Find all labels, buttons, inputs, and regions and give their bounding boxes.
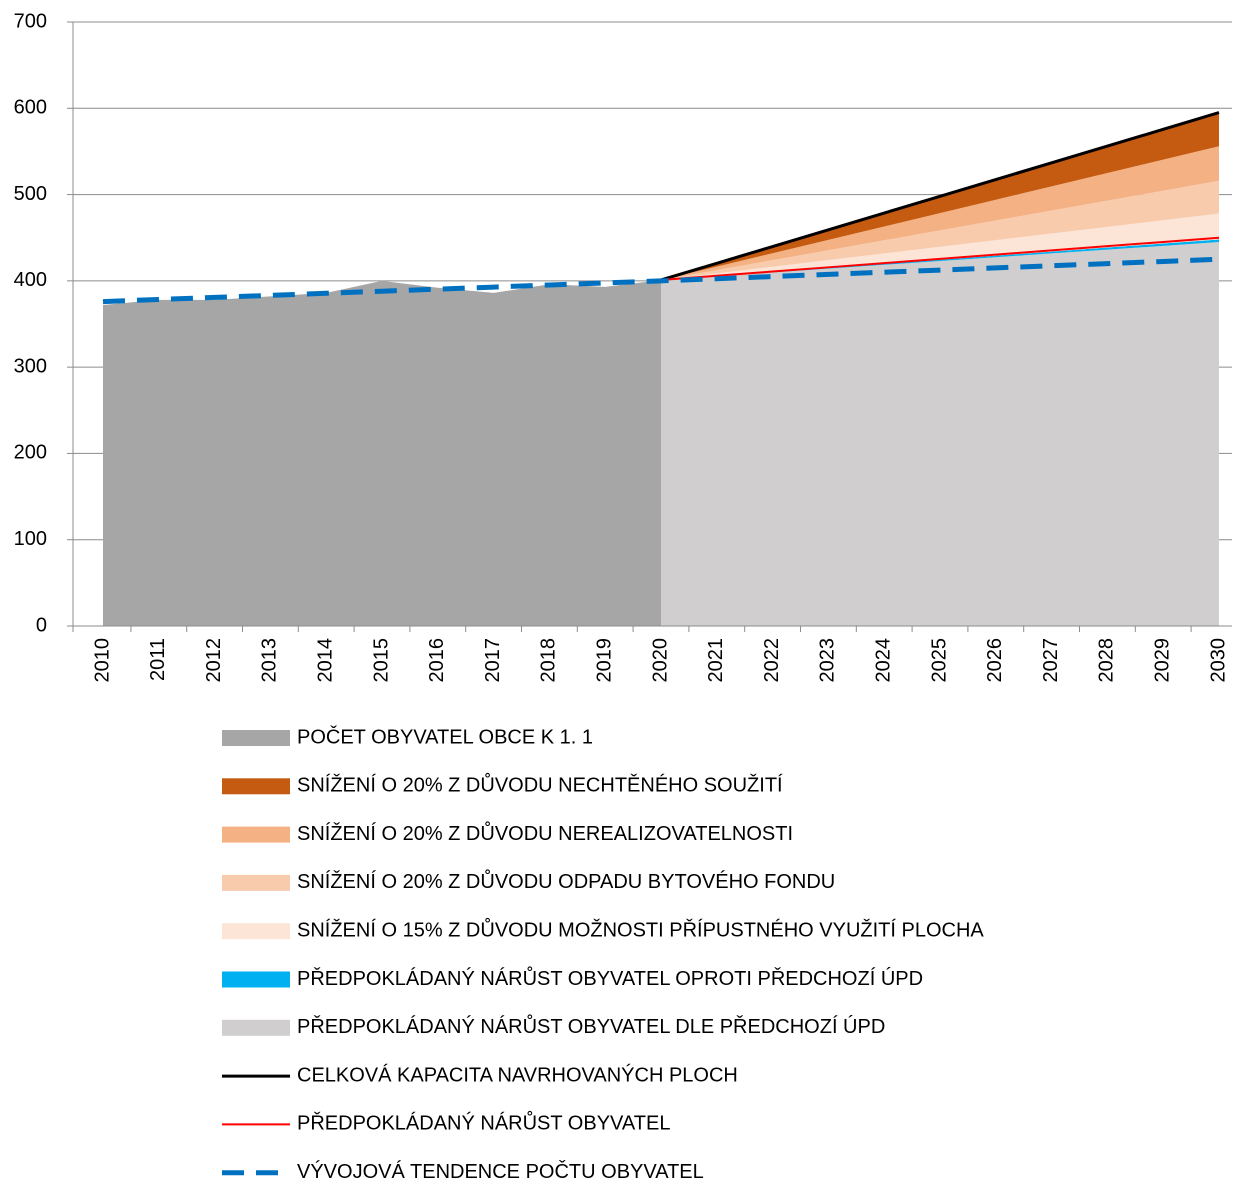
legend-swatch (222, 778, 290, 795)
x-tick-label: 2021 (705, 638, 727, 683)
y-tick-label: 100 (14, 528, 47, 550)
y-tick-label: 200 (14, 442, 47, 464)
line (660, 236, 1220, 281)
x-tick-label: 2018 (538, 638, 560, 683)
legend-swatch (222, 923, 290, 940)
legend-label: SNÍŽENÍ O 20% Z DŮVODU NEREALIZOVATELNOS… (297, 821, 793, 845)
legend-swatch (222, 874, 290, 891)
y-tick-label: 400 (14, 269, 47, 291)
x-tick-label: 2016 (426, 638, 448, 683)
x-tick-label: 2022 (761, 638, 783, 683)
x-tick-label: 2012 (203, 638, 225, 683)
x-tick-label: 2020 (649, 638, 671, 683)
x-tick-label: 2028 (1096, 638, 1118, 683)
x-tick-label: 2010 (91, 638, 113, 683)
legend-label: POČET OBYVATEL OBCE K 1. 1 (297, 725, 593, 748)
legend-label: SNÍŽENÍ O 15% Z DŮVODU MOŽNOSTI PŘÍPUSTN… (297, 917, 984, 941)
area (103, 279, 661, 626)
x-tick-label: 2013 (259, 638, 281, 683)
legend-swatch (222, 1019, 290, 1036)
legend-label: SNÍŽENÍ O 20% Z DŮVODU ODPADU BYTOVÉHO F… (297, 869, 835, 893)
legend-swatch (222, 730, 290, 746)
legend-label: SNÍŽENÍ O 20% Z DŮVODU NECHTĚNÉHO SOUŽIT… (297, 773, 783, 797)
y-tick-label: 700 (14, 10, 47, 32)
x-tick-label: 2029 (1151, 638, 1173, 683)
x-tick-label: 2026 (984, 638, 1006, 683)
y-tick-label: 300 (14, 355, 47, 377)
legend-label: PŘEDPOKLÁDANÝ NÁRŮST OBYVATEL OPROTI PŘE… (297, 966, 923, 990)
legend-swatch (222, 826, 290, 843)
x-tick-label: 2017 (482, 638, 504, 683)
x-tick-label: 2023 (817, 638, 839, 683)
x-tick-label: 2014 (314, 638, 336, 683)
legend-label: PŘEDPOKLÁDANÝ NÁRŮST OBYVATEL (297, 1111, 670, 1135)
x-tick-label: 2027 (1040, 638, 1062, 683)
x-tick-label: 2024 (872, 638, 894, 683)
y-tick-label: 500 (14, 183, 47, 205)
legend-label: PŘEDPOKLÁDANÝ NÁRŮST OBYVATEL DLE PŘEDCH… (297, 1014, 885, 1038)
x-tick-label: 2015 (370, 638, 392, 683)
x-tick-label: 2025 (928, 638, 950, 683)
legend-label: CELKOVÁ KAPACITA NAVRHOVANÝCH PLOCH (297, 1063, 738, 1086)
legend-label: VÝVOJOVÁ TENDENCE POČTU OBYVATEL (297, 1160, 704, 1180)
area (661, 242, 1219, 626)
x-tick-label: 2030 (1207, 638, 1229, 683)
legend-swatch (222, 971, 290, 988)
y-tick-label: 0 (36, 614, 47, 636)
y-tick-label: 600 (14, 97, 47, 119)
line (660, 111, 1220, 282)
x-tick-label: 2011 (147, 638, 169, 681)
line (102, 256, 1220, 305)
x-tick-label: 2019 (593, 638, 615, 683)
